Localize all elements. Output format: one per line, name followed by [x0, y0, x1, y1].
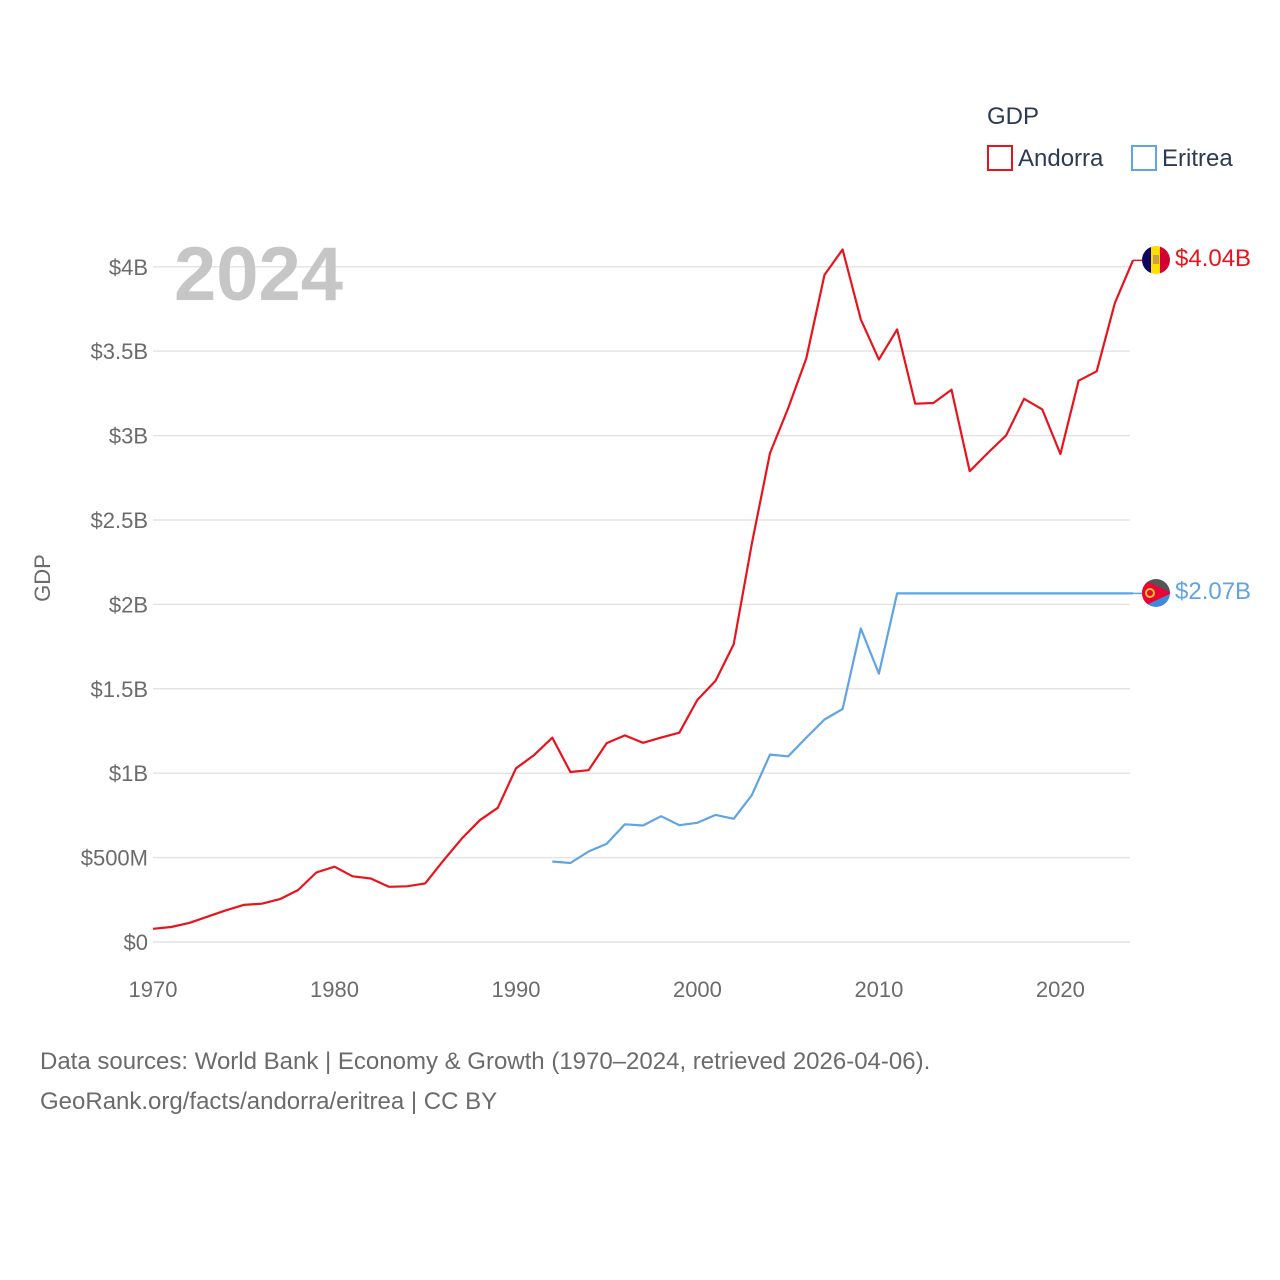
x-axis-ticks: 1970 1980 1990 2000 2010 2020 [129, 977, 1085, 1002]
source-note: Data sources: World Bank | Economy & Gro… [40, 1042, 930, 1122]
x-tick-label: 2000 [673, 977, 722, 1002]
series-line-andorra [152, 248, 1135, 930]
source-line: Data sources: World Bank | Economy & Gro… [40, 1048, 931, 1075]
andorra-flag-icon [1142, 246, 1170, 274]
legend-label-andorra: Andorra [1018, 145, 1104, 172]
x-tick-label: 1980 [310, 977, 359, 1002]
series-line-eritrea [552, 592, 1133, 865]
y-tick-label: $4B [109, 255, 148, 280]
y-tick-label: $3.5B [91, 339, 149, 364]
y-tick-label: $2B [109, 592, 148, 617]
end-label-eritrea: $2.07B [1175, 578, 1251, 605]
x-tick-label: 1970 [129, 977, 178, 1002]
legend-swatch-andorra [987, 145, 1013, 171]
y-tick-label: $0 [124, 930, 148, 955]
legend-item-eritrea[interactable]: Eritrea [1131, 145, 1233, 172]
legend-swatch-eritrea [1131, 145, 1157, 171]
end-label-andorra: $4.04B [1175, 245, 1251, 272]
current-year-label: 2024 [174, 232, 343, 317]
series-lines [152, 248, 1142, 930]
legend: GDP Andorra Eritrea [987, 103, 1233, 172]
y-axis-title: GDP [30, 554, 55, 602]
eritrea-flag-icon [1142, 579, 1170, 607]
y-tick-label: $2.5B [91, 508, 149, 533]
gdp-line-chart: $0$500M$1B$1.5B$2B$2.5B$3B$3.5B$4B 1970 1… [30, 103, 1251, 1002]
x-tick-label: 1990 [491, 977, 540, 1002]
y-tick-label: $500M [81, 846, 148, 871]
y-tick-label: $1B [109, 761, 148, 786]
legend-title: GDP [987, 103, 1039, 130]
source-url: GeoRank.org/facts/andorra/eritrea | CC B… [40, 1088, 498, 1115]
x-tick-label: 2010 [854, 977, 903, 1002]
y-axis-ticks: $0 $500M $1B $1.5B $2B $2.5B $3B $3.5B $4B [81, 255, 148, 955]
legend-label-eritrea: Eritrea [1162, 145, 1233, 172]
y-tick-label: $1.5B [91, 677, 149, 702]
gridlines [153, 266, 1130, 943]
x-tick-label: 2020 [1036, 977, 1085, 1002]
y-tick-label: $3B [109, 424, 148, 449]
legend-item-andorra[interactable]: Andorra [987, 145, 1104, 172]
